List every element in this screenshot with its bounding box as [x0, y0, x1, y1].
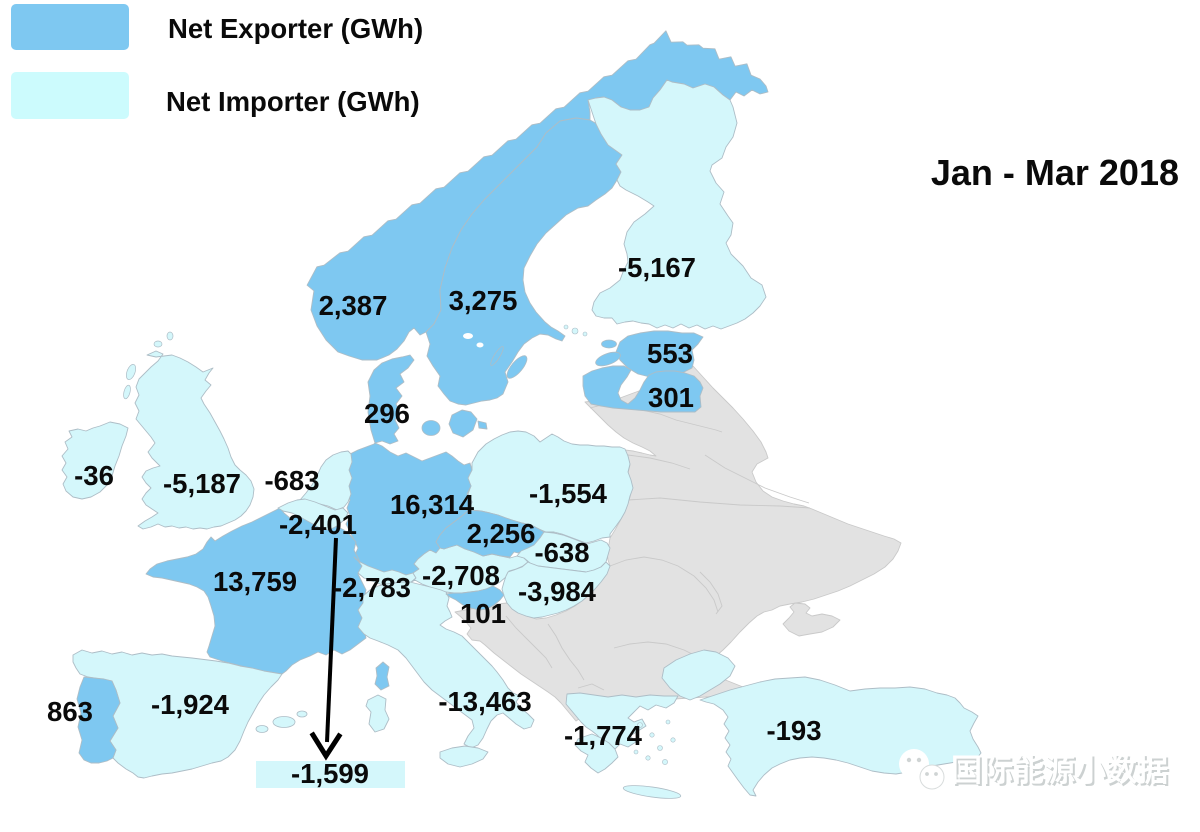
svg-text:-36: -36	[74, 460, 114, 491]
svg-text:13,759: 13,759	[213, 566, 297, 597]
svg-text:3,275: 3,275	[449, 285, 518, 316]
svg-text:-5,187: -5,187	[163, 468, 241, 499]
svg-text:-1,774: -1,774	[564, 720, 643, 751]
svg-text:2,256: 2,256	[467, 518, 536, 549]
svg-text:Net Importer (GWh): Net Importer (GWh)	[166, 86, 420, 117]
svg-text:-2,708: -2,708	[422, 560, 500, 591]
svg-text:-638: -638	[534, 537, 589, 568]
svg-text:2,387: 2,387	[319, 290, 388, 321]
svg-text:-3,984: -3,984	[518, 576, 597, 607]
svg-text:-683: -683	[264, 465, 319, 496]
svg-text:-2,783: -2,783	[333, 572, 411, 603]
svg-text:16,314: 16,314	[390, 489, 475, 520]
svg-text:553: 553	[647, 338, 693, 369]
svg-text:国际能源小数据: 国际能源小数据	[951, 753, 1168, 788]
svg-text:国际能源小数据: 国际能源小数据	[953, 755, 1170, 790]
svg-text:863: 863	[47, 696, 93, 727]
svg-text:Net Exporter (GWh): Net Exporter (GWh)	[168, 13, 423, 44]
svg-text:-1,599: -1,599	[291, 758, 369, 789]
svg-text:-193: -193	[766, 715, 821, 746]
svg-text:-1,554: -1,554	[529, 478, 608, 509]
svg-text:-5,167: -5,167	[618, 252, 696, 283]
svg-text:296: 296	[364, 398, 410, 429]
svg-text:Jan - Mar 2018: Jan - Mar 2018	[931, 152, 1179, 193]
svg-text:101: 101	[460, 598, 506, 629]
svg-text:-1,924: -1,924	[151, 689, 230, 720]
svg-text:301: 301	[648, 382, 694, 413]
svg-text:-13,463: -13,463	[438, 686, 531, 717]
svg-text:-2,401: -2,401	[279, 509, 357, 540]
